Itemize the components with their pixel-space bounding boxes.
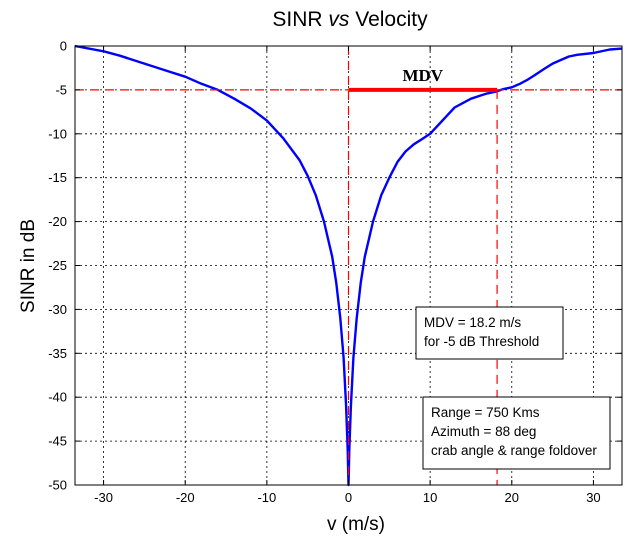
x-tick-label: 0 bbox=[345, 490, 352, 505]
annotation-text: MDV = 18.2 m/s bbox=[424, 315, 521, 330]
chart-title-prefix: SINR bbox=[272, 8, 328, 31]
x-tick-label: -20 bbox=[176, 490, 195, 505]
x-tick-label: -10 bbox=[257, 490, 276, 505]
chart-title: SINR vs Velocity bbox=[272, 8, 428, 31]
mdv-label: MDV bbox=[402, 66, 443, 85]
x-axis-label: v (m/s) bbox=[327, 514, 385, 535]
y-tick-label: -15 bbox=[48, 170, 67, 185]
x-tick-label: 30 bbox=[586, 490, 600, 505]
chart-title-suffix: Velocity bbox=[349, 8, 428, 31]
x-tick-label: -30 bbox=[94, 490, 113, 505]
threshold-layer bbox=[75, 46, 622, 485]
y-tick-label: -25 bbox=[48, 258, 67, 273]
y-tick-label: -40 bbox=[48, 390, 67, 405]
y-axis-label: SINR in dB bbox=[18, 219, 39, 313]
y-tick-label: -45 bbox=[48, 434, 67, 449]
y-tick-label: -35 bbox=[48, 346, 67, 361]
series-layer bbox=[74, 44, 623, 487]
annotation-box bbox=[415, 306, 564, 360]
x-tick-label: 10 bbox=[423, 490, 437, 505]
annotation-text: Range = 750 Kms bbox=[431, 405, 540, 420]
y-tick-label: -5 bbox=[55, 82, 67, 97]
annotation-text: for -5 dB Threshold bbox=[424, 334, 539, 349]
y-tick-label: 0 bbox=[60, 39, 67, 54]
x-tick-label: 20 bbox=[505, 490, 519, 505]
annotation-box bbox=[422, 396, 611, 470]
y-tick-label: -10 bbox=[48, 126, 67, 141]
chart-title-vs: vs bbox=[328, 8, 350, 31]
annotation-text: Azimuth = 88 deg bbox=[431, 424, 536, 439]
y-tick-label: -20 bbox=[48, 214, 67, 229]
sinr-curve bbox=[74, 44, 623, 487]
annotation-layer: MDV = 18.2 m/s for -5 dB Threshold Range =… bbox=[415, 306, 611, 470]
annotation-text: crab angle & range foldover bbox=[431, 443, 597, 458]
y-tick-label: -30 bbox=[48, 302, 67, 317]
tick-layer: -30 -20 -10 0 10 20 30 0 -5 -10 -15 -20 -25 -30 -35 -40… bbox=[48, 39, 622, 505]
y-tick-label: -50 bbox=[48, 478, 67, 493]
